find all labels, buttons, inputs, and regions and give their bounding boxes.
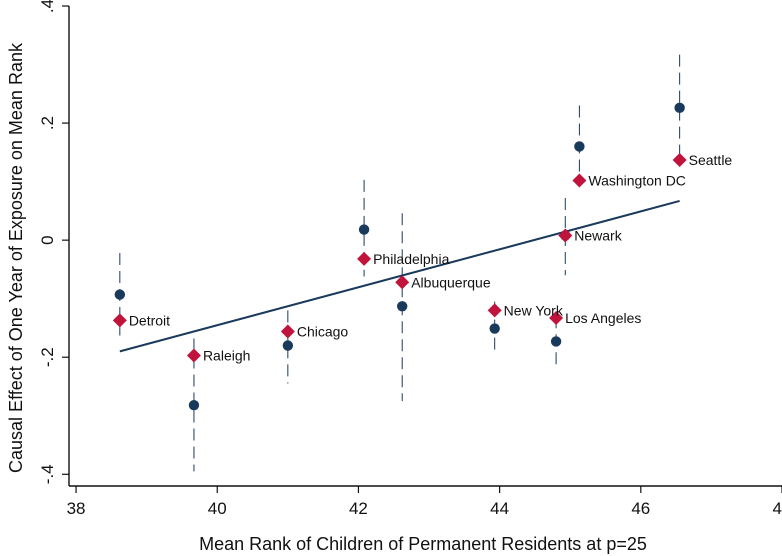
estimate-point [574,141,585,152]
city-label: Seattle [689,152,733,168]
forecast-point [186,348,201,363]
city-label: Philadelphia [373,251,449,267]
x-tick-label: 42 [349,499,368,518]
forecast-point [112,313,127,328]
fit-line [119,199,680,353]
forecast-point [487,303,502,318]
axes: 38 40 42 44 46 48 -.4 -.2 0 .2 .4 [38,0,782,518]
x-axis-title: Mean Rank of Children of Permanent Resid… [199,534,647,554]
city-label: Los Angeles [565,310,641,326]
y-tick-label: .4 [38,0,57,13]
forecast-point [572,173,587,188]
forecast-point [357,251,372,266]
x-tick-label: 38 [67,499,86,518]
x-tick-label: 46 [631,499,650,518]
y-tick-label: 0 [38,235,57,244]
city-label: Detroit [129,312,170,328]
y-tick-label: .2 [38,116,57,130]
estimate-point [282,340,294,351]
forecast-point [395,275,410,290]
estimate-point [674,102,685,114]
city-label: Chicago [297,323,349,339]
estimate-point [489,323,500,334]
forecast-point [558,228,573,243]
y-tick-label: -.4 [38,464,57,484]
city-label: New York [504,302,564,318]
city-label: Washington DC [588,172,686,188]
x-tick-label: 48 [773,499,782,518]
city-label: Newark [574,227,622,243]
data-points [112,102,687,411]
estimate-point [550,336,562,347]
estimate-point [188,400,200,411]
fit-line-layer [119,199,680,353]
estimate-point [358,224,370,235]
forecast-point [549,311,564,325]
y-axis-title: Causal Effect of One Year of Exposure on… [6,42,26,473]
x-tick-label: 44 [490,499,509,518]
city-label: Albuquerque [411,274,491,290]
forecast-point [672,152,687,167]
city-labels: Detroit Raleigh Chicago Philadelphia Albuque… [129,152,733,364]
estimate-point [397,301,408,312]
city-label: Raleigh [203,347,250,363]
y-tick-label: -.2 [38,347,57,367]
estimate-point [114,289,126,300]
forecast-point [280,324,295,339]
x-tick-label: 40 [208,499,227,518]
